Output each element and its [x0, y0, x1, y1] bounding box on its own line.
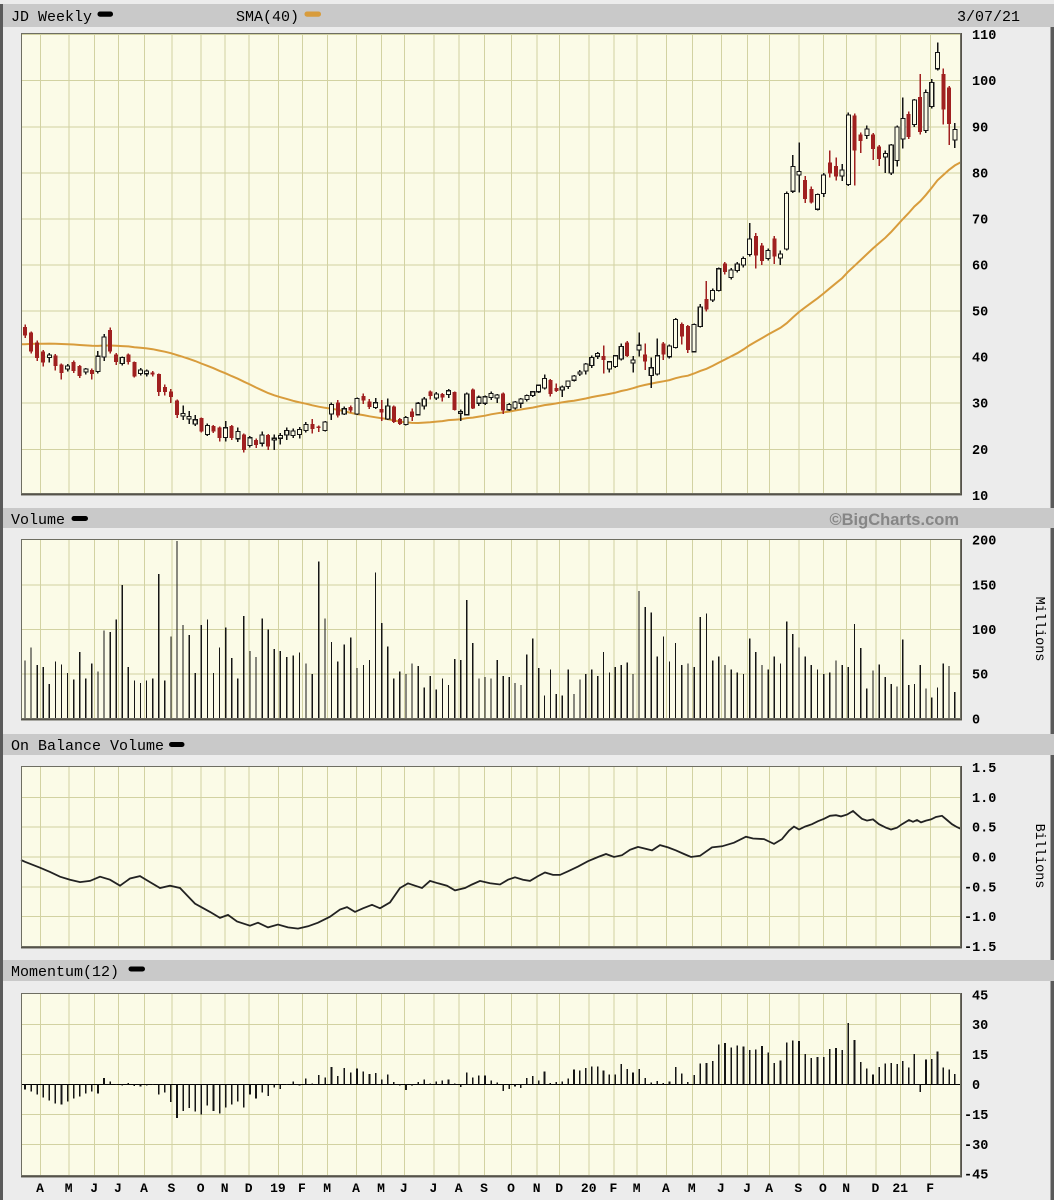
svg-text:N: N	[221, 1181, 229, 1196]
svg-text:SMA(40): SMA(40)	[236, 9, 299, 26]
svg-text:N: N	[533, 1181, 541, 1196]
svg-text:J: J	[114, 1181, 122, 1196]
svg-text:1.5: 1.5	[972, 762, 996, 777]
svg-text:A: A	[765, 1181, 773, 1196]
svg-text:D: D	[555, 1181, 563, 1196]
svg-text:A: A	[36, 1181, 44, 1196]
svg-text:1.0: 1.0	[972, 792, 996, 807]
svg-text:10: 10	[972, 490, 988, 505]
svg-text:M: M	[633, 1181, 641, 1196]
svg-text:J: J	[717, 1181, 725, 1196]
svg-text:30: 30	[972, 398, 988, 413]
svg-text:20: 20	[581, 1181, 597, 1196]
svg-text:A: A	[352, 1181, 360, 1196]
svg-text:50: 50	[972, 669, 988, 684]
svg-text:F: F	[926, 1181, 934, 1196]
svg-text:J: J	[400, 1181, 408, 1196]
svg-text:N: N	[842, 1181, 850, 1196]
svg-text:70: 70	[972, 213, 988, 228]
svg-text:Millions: Millions	[1031, 597, 1046, 662]
svg-text:80: 80	[972, 167, 988, 182]
svg-text:Momentum(12): Momentum(12)	[11, 964, 119, 981]
svg-text:©BigCharts.com: ©BigCharts.com	[829, 511, 959, 529]
svg-text:S: S	[167, 1181, 175, 1196]
svg-text:19: 19	[270, 1181, 286, 1196]
svg-text:D: D	[871, 1181, 879, 1196]
svg-text:0.5: 0.5	[972, 822, 996, 837]
svg-text:-30: -30	[964, 1139, 988, 1154]
svg-text:M: M	[323, 1181, 331, 1196]
svg-text:40: 40	[972, 352, 988, 367]
svg-text:110: 110	[972, 29, 996, 44]
svg-text:30: 30	[972, 1019, 988, 1034]
svg-text:A: A	[455, 1181, 463, 1196]
svg-text:100: 100	[972, 624, 996, 639]
svg-text:A: A	[140, 1181, 148, 1196]
svg-text:-1.5: -1.5	[964, 941, 996, 956]
svg-text:0: 0	[972, 713, 980, 728]
svg-text:S: S	[794, 1181, 802, 1196]
svg-text:F: F	[609, 1181, 617, 1196]
svg-text:J: J	[90, 1181, 98, 1196]
svg-text:45: 45	[972, 989, 988, 1004]
svg-text:60: 60	[972, 260, 988, 275]
svg-text:Billions: Billions	[1031, 824, 1046, 889]
svg-text:F: F	[298, 1181, 306, 1196]
svg-text:150: 150	[972, 579, 996, 594]
svg-text:On Balance Volume: On Balance Volume	[11, 738, 164, 755]
svg-text:-15: -15	[964, 1109, 988, 1124]
svg-text:100: 100	[972, 75, 996, 90]
svg-text:Volume: Volume	[11, 512, 65, 529]
svg-text:-0.5: -0.5	[964, 881, 996, 896]
svg-text:90: 90	[972, 121, 988, 136]
svg-text:-1.0: -1.0	[964, 911, 996, 926]
svg-text:J: J	[743, 1181, 751, 1196]
svg-text:20: 20	[972, 444, 988, 459]
svg-text:-45: -45	[964, 1169, 988, 1184]
svg-text:21: 21	[892, 1181, 908, 1196]
svg-text:D: D	[245, 1181, 253, 1196]
svg-text:15: 15	[972, 1049, 988, 1064]
svg-text:O: O	[507, 1181, 515, 1196]
svg-text:3/07/21: 3/07/21	[957, 9, 1020, 26]
svg-text:O: O	[819, 1181, 827, 1196]
svg-text:0.0: 0.0	[972, 852, 996, 867]
svg-text:0: 0	[972, 1079, 980, 1094]
svg-text:50: 50	[972, 306, 988, 321]
svg-text:JD Weekly: JD Weekly	[11, 9, 92, 26]
svg-text:M: M	[377, 1181, 385, 1196]
svg-text:200: 200	[972, 535, 996, 550]
svg-text:M: M	[688, 1181, 696, 1196]
svg-text:M: M	[65, 1181, 73, 1196]
svg-text:O: O	[197, 1181, 205, 1196]
svg-text:A: A	[662, 1181, 670, 1196]
svg-text:J: J	[429, 1181, 437, 1196]
svg-text:S: S	[480, 1181, 488, 1196]
